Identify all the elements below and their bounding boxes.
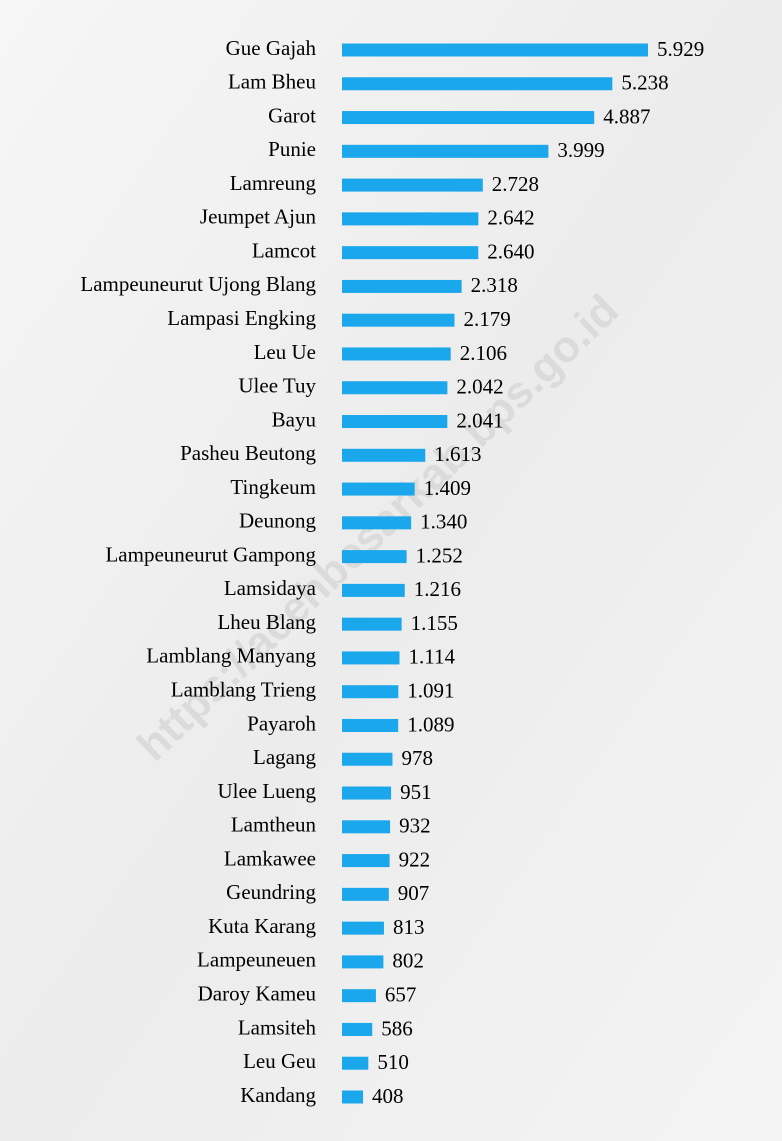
category-label: Kandang — [240, 1083, 316, 1107]
value-label: 4.887 — [603, 104, 650, 128]
category-label: Deunong — [239, 509, 316, 533]
bar — [342, 279, 462, 293]
bar — [342, 381, 448, 395]
category-label: Jeumpet Ajun — [200, 205, 317, 229]
value-label: 978 — [401, 746, 433, 770]
value-label: 907 — [398, 881, 430, 905]
value-label: 2.640 — [487, 239, 534, 263]
bar — [342, 482, 415, 496]
bar — [342, 1090, 364, 1104]
value-label: 802 — [392, 949, 424, 973]
value-label: 2.728 — [492, 172, 539, 196]
bar — [342, 1056, 369, 1070]
value-label: 1.155 — [411, 611, 458, 635]
value-label: 2.041 — [456, 408, 503, 432]
bar — [342, 550, 407, 564]
category-label: Lamblang Trieng — [171, 678, 317, 702]
category-label: Lamblang Manyang — [146, 644, 316, 668]
bar — [342, 144, 549, 158]
category-label: Lamreung — [230, 171, 317, 195]
bar — [342, 347, 451, 361]
value-label: 2.179 — [463, 307, 510, 331]
bar — [342, 448, 426, 462]
category-label: Lheu Blang — [217, 610, 316, 634]
category-label: Payaroh — [247, 711, 316, 735]
bar — [342, 651, 400, 665]
bar — [342, 246, 479, 260]
category-label: Bayu — [272, 407, 317, 431]
bar — [342, 786, 392, 800]
value-label: 1.409 — [424, 476, 471, 500]
value-label: 951 — [400, 780, 432, 804]
value-label: 3.999 — [557, 138, 604, 162]
bar — [342, 415, 448, 429]
value-label: 657 — [385, 982, 417, 1006]
value-label: 932 — [399, 814, 431, 838]
bar — [342, 820, 391, 834]
bar — [342, 77, 613, 91]
value-label: 1.252 — [416, 543, 463, 567]
bar — [342, 178, 483, 192]
value-label: 813 — [393, 915, 425, 939]
category-label: Gue Gajah — [226, 36, 317, 60]
category-label: Pasheu Beutong — [180, 441, 316, 465]
category-label: Lampeuneuen — [197, 948, 316, 972]
value-label: 2.318 — [471, 273, 518, 297]
category-label: Leu Ue — [254, 340, 316, 364]
category-label: Lamsidaya — [224, 576, 317, 600]
category-label: Lagang — [253, 745, 316, 769]
bar — [342, 718, 399, 732]
category-label: Lampeuneurut Gampong — [105, 542, 316, 566]
bar — [342, 921, 384, 935]
value-label: 2.106 — [460, 341, 507, 365]
bar — [342, 212, 479, 226]
value-label: 510 — [377, 1050, 409, 1074]
value-label: 1.340 — [420, 510, 467, 534]
value-label: 5.929 — [657, 37, 704, 61]
category-label: Ulee Lueng — [217, 779, 316, 803]
bar — [342, 1022, 373, 1036]
category-label: Leu Geu — [243, 1049, 316, 1073]
bar — [342, 752, 393, 766]
value-label: 586 — [381, 1016, 413, 1040]
category-label: Lamtheun — [231, 813, 317, 837]
category-label: Lampasi Engking — [167, 306, 316, 330]
category-label: Lamsiteh — [238, 1015, 317, 1039]
value-label: 1.114 — [408, 645, 455, 669]
category-label: Punie — [268, 137, 316, 161]
category-label: Garot — [268, 103, 316, 127]
value-label: 1.091 — [407, 679, 454, 703]
category-label: Lampeuneurut Ujong Blang — [80, 272, 316, 296]
bar — [342, 313, 455, 327]
bar — [342, 955, 384, 969]
bar — [342, 583, 405, 597]
category-label: Geundring — [226, 880, 316, 904]
category-label: Lamcot — [252, 238, 316, 262]
category-label: Daroy Kameu — [198, 981, 317, 1005]
value-label: 1.613 — [434, 442, 481, 466]
category-label: Tingkeum — [230, 475, 316, 499]
bar — [342, 111, 595, 125]
bar — [342, 685, 399, 699]
value-label: 5.238 — [621, 71, 668, 95]
category-label: Lam Bheu — [228, 70, 317, 94]
value-label: 922 — [399, 847, 431, 871]
bar — [342, 989, 376, 1003]
category-label: Lamkawee — [224, 846, 316, 870]
value-label: 408 — [372, 1084, 404, 1108]
bar — [342, 43, 648, 57]
value-label: 2.642 — [487, 206, 534, 230]
bar — [342, 516, 412, 530]
bar — [342, 887, 389, 901]
category-label: Ulee Tuy — [238, 374, 316, 398]
value-label: 1.089 — [407, 712, 454, 736]
bar — [342, 854, 390, 868]
value-label: 2.042 — [456, 375, 503, 399]
category-label: Kuta Karang — [208, 914, 316, 938]
value-label: 1.216 — [414, 577, 461, 601]
bar — [342, 617, 402, 631]
